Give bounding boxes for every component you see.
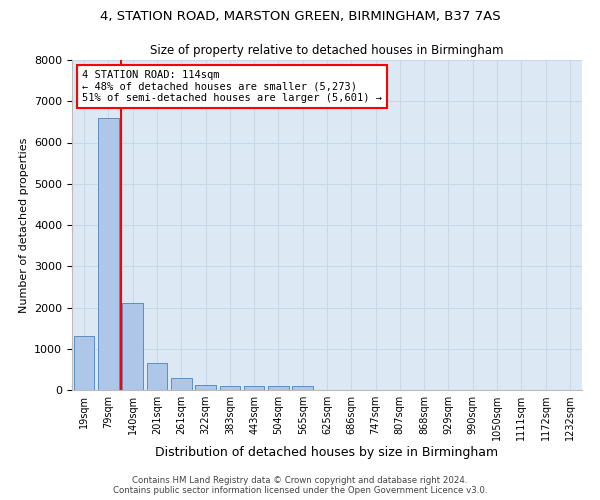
Bar [268, 386, 289, 390]
X-axis label: Distribution of detached houses by size in Birmingham: Distribution of detached houses by size … [155, 446, 499, 459]
Bar [146, 363, 167, 390]
Text: Contains HM Land Registry data © Crown copyright and database right 2024.
Contai: Contains HM Land Registry data © Crown c… [113, 476, 487, 495]
Text: 4, STATION ROAD, MARSTON GREEN, BIRMINGHAM, B37 7AS: 4, STATION ROAD, MARSTON GREEN, BIRMINGH… [100, 10, 500, 23]
Text: 4 STATION ROAD: 114sqm
← 48% of detached houses are smaller (5,273)
51% of semi-: 4 STATION ROAD: 114sqm ← 48% of detached… [82, 70, 382, 103]
Title: Size of property relative to detached houses in Birmingham: Size of property relative to detached ho… [150, 44, 504, 58]
Bar [74, 336, 94, 390]
Bar [98, 118, 119, 390]
Bar [244, 386, 265, 390]
Bar [122, 304, 143, 390]
Y-axis label: Number of detached properties: Number of detached properties [19, 138, 29, 312]
Bar [292, 386, 313, 390]
Bar [220, 386, 240, 390]
Bar [171, 378, 191, 390]
Bar [195, 384, 216, 390]
